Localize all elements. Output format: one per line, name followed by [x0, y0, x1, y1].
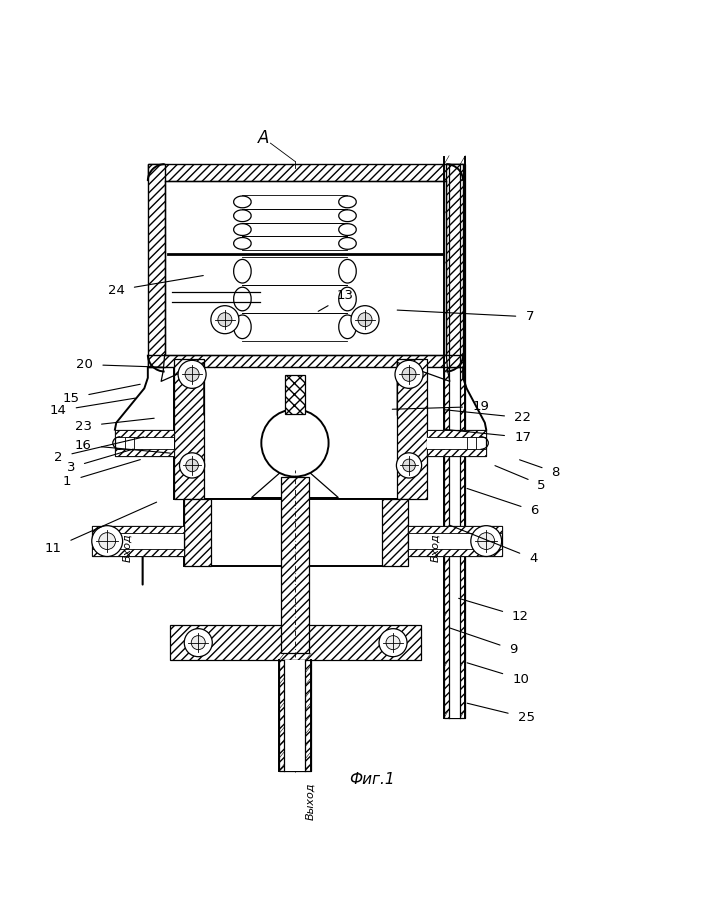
- Bar: [171, 626, 421, 661]
- Bar: [92, 549, 184, 556]
- Bar: [427, 429, 486, 436]
- Text: 22: 22: [445, 410, 531, 424]
- Circle shape: [191, 635, 205, 650]
- Bar: [468, 436, 476, 449]
- Bar: [148, 164, 463, 181]
- Text: 6: 6: [467, 489, 538, 518]
- Bar: [444, 164, 465, 717]
- Circle shape: [397, 453, 422, 478]
- Circle shape: [92, 526, 123, 556]
- Text: 3: 3: [67, 449, 133, 474]
- Text: 25: 25: [467, 703, 535, 724]
- Text: Выход: Выход: [305, 783, 315, 820]
- Text: 15: 15: [62, 384, 140, 405]
- Circle shape: [99, 533, 116, 550]
- Text: 5: 5: [495, 465, 546, 491]
- Circle shape: [478, 533, 495, 550]
- Bar: [92, 526, 184, 534]
- Bar: [397, 359, 427, 499]
- Circle shape: [402, 367, 416, 382]
- Circle shape: [218, 312, 232, 327]
- Bar: [174, 359, 204, 499]
- Text: Вход: Вход: [430, 534, 440, 562]
- Bar: [279, 661, 311, 771]
- Circle shape: [178, 360, 206, 388]
- Polygon shape: [251, 473, 338, 498]
- Bar: [122, 436, 174, 449]
- Circle shape: [403, 459, 416, 472]
- Text: 8: 8: [519, 460, 559, 479]
- Bar: [115, 449, 174, 456]
- Circle shape: [211, 306, 239, 334]
- Bar: [115, 429, 174, 436]
- Bar: [449, 164, 461, 717]
- Bar: [285, 375, 305, 414]
- Text: 4: 4: [449, 525, 537, 565]
- Circle shape: [185, 367, 199, 382]
- Circle shape: [261, 410, 329, 477]
- Text: 13: 13: [318, 290, 354, 311]
- Circle shape: [351, 306, 379, 334]
- Bar: [115, 429, 174, 456]
- Text: Фиг.1: Фиг.1: [349, 772, 395, 787]
- Text: 10: 10: [467, 662, 529, 686]
- Bar: [126, 436, 134, 449]
- Circle shape: [180, 453, 205, 478]
- Bar: [284, 661, 305, 771]
- Bar: [409, 526, 502, 556]
- Text: 2: 2: [54, 436, 144, 464]
- Bar: [148, 164, 165, 367]
- Text: 14: 14: [50, 398, 135, 418]
- Bar: [184, 499, 211, 565]
- Text: А: А: [258, 130, 269, 148]
- Circle shape: [386, 635, 400, 650]
- Text: 24: 24: [108, 275, 204, 297]
- Bar: [409, 549, 502, 556]
- Bar: [281, 477, 309, 653]
- Bar: [174, 359, 427, 499]
- Text: 11: 11: [45, 502, 157, 554]
- Text: 12: 12: [458, 598, 529, 623]
- Text: 19: 19: [392, 400, 489, 413]
- Bar: [148, 355, 463, 367]
- Circle shape: [395, 360, 423, 388]
- Circle shape: [186, 459, 199, 472]
- Text: 17: 17: [445, 429, 531, 444]
- Bar: [382, 499, 409, 565]
- Bar: [427, 449, 486, 456]
- Bar: [92, 526, 184, 556]
- Bar: [427, 429, 486, 456]
- Text: 20: 20: [77, 358, 164, 371]
- Bar: [446, 164, 463, 367]
- Text: 16: 16: [75, 438, 171, 453]
- Text: 7: 7: [397, 310, 534, 323]
- Circle shape: [471, 526, 502, 556]
- Text: 23: 23: [75, 418, 154, 433]
- Text: 1: 1: [63, 460, 140, 488]
- Bar: [427, 436, 479, 449]
- Circle shape: [379, 629, 407, 657]
- Text: 9: 9: [449, 628, 518, 656]
- Text: Вход: Вход: [122, 534, 132, 562]
- Bar: [165, 181, 446, 355]
- Bar: [409, 526, 502, 534]
- Circle shape: [184, 629, 212, 657]
- Circle shape: [358, 312, 372, 327]
- Bar: [184, 499, 409, 565]
